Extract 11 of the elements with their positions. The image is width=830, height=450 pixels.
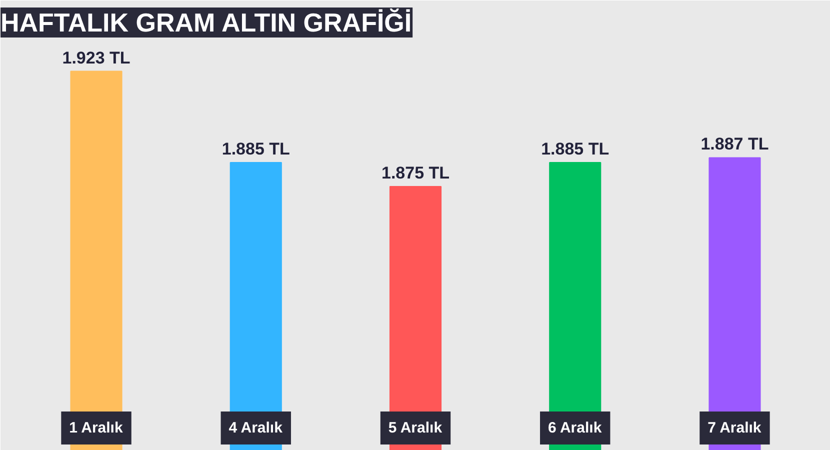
- data-label: 1.923 TL: [62, 48, 130, 68]
- x-tick-label: 1 Aralık: [69, 420, 124, 436]
- chart-title: HAFTALIK GRAM ALTIN GRAFİĞİ: [0, 8, 412, 38]
- x-tick-label: 5 Aralık: [388, 420, 443, 436]
- x-tick-label: 7 Aralık: [708, 420, 762, 436]
- x-tick-label: 4 Aralık: [228, 420, 284, 436]
- x-tick-label: 6 Aralık: [548, 420, 602, 436]
- data-label: 1.885 TL: [541, 140, 610, 158]
- data-label: 1.887 TL: [700, 134, 769, 154]
- data-label: 1.885 TL: [222, 140, 290, 158]
- data-label: 1.875 TL: [381, 164, 450, 182]
